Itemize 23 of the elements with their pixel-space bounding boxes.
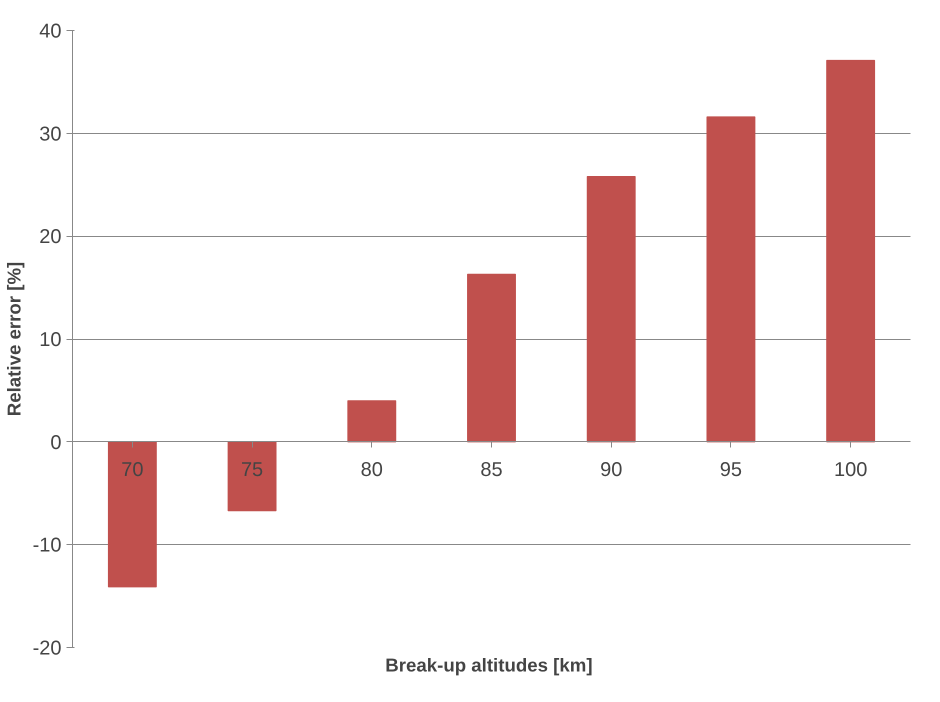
bar — [706, 116, 756, 442]
x-tick-label: 75 — [240, 458, 264, 481]
bar — [586, 176, 636, 442]
bar — [108, 441, 157, 588]
bar — [347, 400, 396, 442]
bar — [826, 60, 876, 442]
y-tick-label: 10 — [39, 329, 62, 351]
x-tick-label: 85 — [480, 458, 503, 481]
y-tick-label: -10 — [32, 534, 62, 557]
x-tick-label: 95 — [720, 458, 742, 481]
y-tick-label: 0 — [50, 432, 62, 454]
x-tick-label: 100 — [834, 458, 868, 481]
y-tick-label: 40 — [39, 20, 62, 42]
bar — [467, 274, 516, 442]
y-tick-label: 30 — [39, 123, 62, 146]
x-tick-label: 80 — [360, 458, 383, 481]
bar — [228, 441, 277, 512]
x-tick-label: 90 — [600, 458, 622, 481]
x-axis-title: Break-up altitudes [km] — [385, 654, 593, 676]
y-tick-label: -20 — [32, 638, 62, 660]
y-axis-title: Relative error [%] — [4, 262, 25, 416]
x-tick-label: 70 — [121, 458, 144, 481]
y-tick-label: 20 — [39, 226, 62, 248]
